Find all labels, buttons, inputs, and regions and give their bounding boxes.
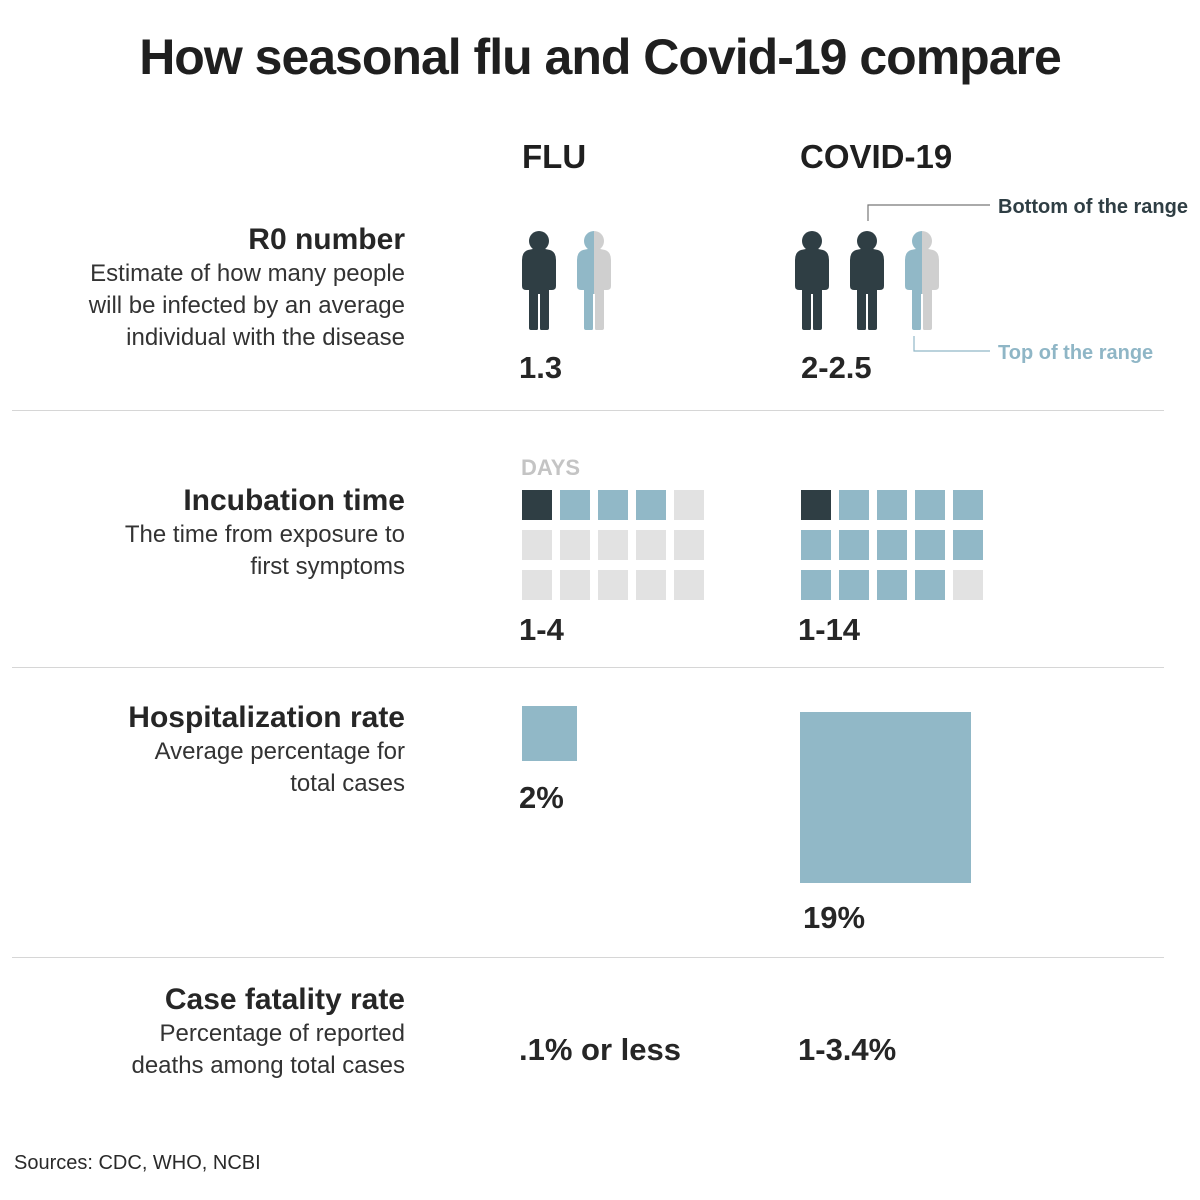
covid-day-cell [953,570,983,600]
covid-day-cell [877,530,907,560]
flu-day-cell [598,490,628,520]
incubation-desc-line-1: The time from exposure to [124,521,405,548]
flu-day-cell [560,570,590,600]
annotation-top-of-range: Top of the range [998,342,1154,364]
flu-day-cell [522,490,552,520]
flu-day-cell [674,530,704,560]
annotation-line-top [913,336,990,352]
incubation-flu-value: 1-4 [519,612,564,647]
flu-day-cell [674,490,704,520]
covid-day-cell [877,490,907,520]
flu-hospitalization-square [522,706,577,761]
flu-day-cell [598,530,628,560]
column-header-flu: FLU [522,138,587,175]
sources-note: Sources: CDC, WHO, NCBI [14,1152,261,1174]
r0-covid-value: 2-2.5 [801,350,872,385]
covid-day-cell [839,570,869,600]
hospitalization-desc-line-2: total cases [290,770,405,797]
hospitalization-desc-line-1: Average percentage for [154,738,405,765]
r0-desc-line-1: Estimate of how many people [90,260,405,287]
r0-label-block: R0 number Estimate of how many people wi… [0,222,405,354]
fatality-desc-line-2: deaths among total cases [131,1052,405,1079]
fatality-covid-value: 1-3.4% [798,1032,897,1067]
flu-r0-partial-person-icon [577,231,611,330]
flu-day-cell [636,570,666,600]
flu-r0-person-icon [522,231,556,330]
annotation-line-bottom [867,204,990,221]
flu-day-cell [522,570,552,600]
covid-incubation-grid [801,490,983,600]
r0-desc-line-3: individual with the disease [126,324,405,351]
covid-day-cell [953,530,983,560]
covid-day-cell [801,570,831,600]
incubation-covid-value: 1-14 [798,612,861,647]
hospitalization-label-block: Hospitalization rate Average percentage … [0,700,405,800]
flu-day-cell [522,530,552,560]
r0-people-chart [522,204,990,352]
row-divider [12,410,1164,411]
covid-hospitalization-square [800,712,971,883]
hospitalization-flu-value: 2% [519,780,564,815]
covid-day-cell [839,490,869,520]
r0-desc-line-2: will be infected by an average [88,292,405,319]
r0-title: R0 number [248,223,405,256]
incubation-label-block: Incubation time The time from exposure t… [0,483,405,583]
row-divider [12,667,1164,668]
covid-r0-person-icon [795,231,829,330]
hospitalization-covid-value: 19% [803,900,866,935]
column-header-covid: COVID-19 [800,138,953,175]
r0-flu-value: 1.3 [519,350,563,385]
incubation-title: Incubation time [183,484,405,517]
covid-day-cell [877,570,907,600]
annotation-bottom-of-range: Bottom of the range [998,196,1188,218]
incubation-desc-line-2: first symptoms [250,553,405,580]
hospitalization-title: Hospitalization rate [128,701,405,734]
flu-day-cell [636,490,666,520]
flu-day-cell [636,530,666,560]
flu-incubation-grid [522,490,704,600]
page-title: How seasonal flu and Covid-19 compare [139,29,1062,85]
row-divider [12,957,1164,958]
days-label: DAYS [521,455,581,480]
covid-day-cell [801,490,831,520]
flu-day-cell [598,570,628,600]
fatality-desc-line-1: Percentage of reported [159,1020,406,1047]
covid-day-cell [915,530,945,560]
flu-day-cell [560,490,590,520]
covid-day-cell [915,490,945,520]
covid-r0-partial-person-icon [905,231,939,330]
covid-day-cell [839,530,869,560]
covid-day-cell [915,570,945,600]
covid-day-cell [801,530,831,560]
flu-day-cell [560,530,590,560]
covid-day-cell [953,490,983,520]
fatality-title: Case fatality rate [164,983,405,1016]
fatality-flu-value: .1% or less [519,1032,681,1067]
covid-r0-person-icon [850,231,884,330]
fatality-label-block: Case fatality rate Percentage of reporte… [0,982,405,1082]
flu-day-cell [674,570,704,600]
